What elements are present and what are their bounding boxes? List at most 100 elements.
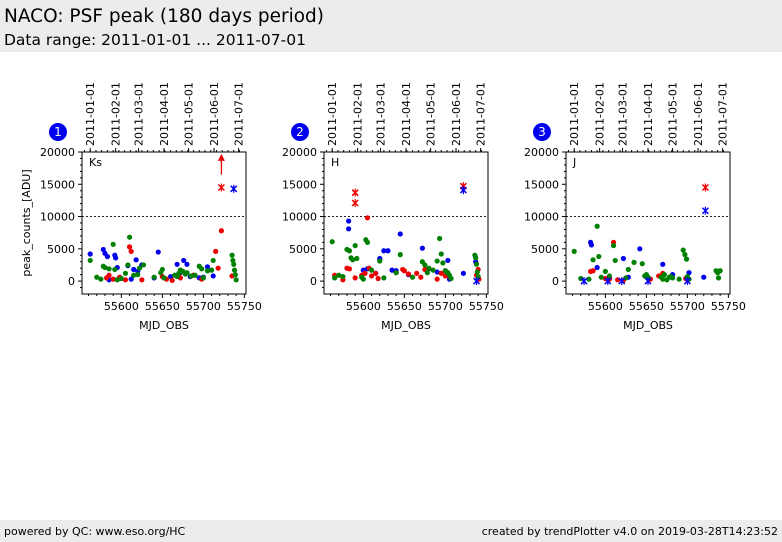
data-point-blue (620, 255, 627, 262)
top-date-label: 2011-02-01 (110, 82, 123, 146)
panel-number-badge (49, 123, 67, 141)
filter-label: Ks (89, 156, 102, 169)
data-point-red (362, 270, 368, 276)
data-point-green (397, 252, 403, 258)
outlier-marker-blue (701, 206, 709, 215)
data-point-green (199, 266, 205, 272)
data-point-green (136, 265, 142, 271)
outlier-marker-blue (618, 277, 626, 286)
x-axis-label: MJD_OBS (381, 319, 431, 332)
data-point-red (346, 266, 353, 272)
data-point-red (352, 275, 358, 281)
top-date-label: 2011-07-01 (233, 82, 246, 146)
data-point-green (118, 275, 124, 282)
y-tick-label: 5000 (47, 243, 75, 256)
data-point-green (350, 257, 356, 263)
y-axis-label: peak_counts_[ADU] (20, 169, 33, 276)
y-tick-label: 20000 (40, 146, 75, 159)
top-date-label: 2011-05-01 (425, 82, 438, 146)
y-tick-label: 10000 (40, 211, 75, 224)
data-point-red (401, 268, 407, 274)
data-point-green (590, 257, 596, 263)
top-date-label: 2011-03-01 (617, 82, 630, 146)
data-point-green (233, 277, 239, 283)
panel-number-text: 2 (296, 125, 304, 139)
top-date-label: 2011-04-01 (642, 82, 655, 146)
data-point-green (354, 255, 360, 262)
outlier-marker-blue (580, 277, 588, 286)
top-date-label: 2011-01-01 (84, 82, 97, 146)
data-point-blue (445, 257, 451, 264)
data-point-green (161, 275, 167, 281)
data-point-green (660, 276, 666, 282)
footer-powered-by: powered by QC: www.eso.org/HC (4, 525, 186, 538)
data-point-green (631, 259, 637, 265)
data-point-green (612, 257, 618, 264)
top-date-label: 2011-01-01 (568, 82, 581, 146)
top-date-label: 2011-04-01 (400, 82, 413, 146)
x-tick-label: 55700 (428, 300, 463, 313)
data-point-blue (131, 266, 137, 273)
data-point-green (210, 257, 216, 264)
data-point-green (661, 272, 668, 278)
chart-panel-3: 0 5000 10000 15000 20000 55600 55650 55700 55750… (524, 82, 746, 332)
data-point-green (231, 261, 237, 267)
data-point-green (424, 270, 430, 276)
x-tick-label: 55600 (346, 300, 381, 313)
data-point-green (430, 267, 436, 273)
top-date-label: 2011-05-01 (667, 82, 680, 146)
y-tick-label: 10000 (524, 211, 559, 224)
panel-number-badge (533, 123, 551, 141)
data-point-green (426, 265, 432, 271)
data-point-red (139, 277, 145, 283)
outlier-marker-blue (604, 277, 612, 286)
data-point-blue (381, 248, 387, 254)
data-point-green (474, 269, 480, 275)
data-point-green (676, 276, 682, 282)
data-point-red (438, 270, 444, 276)
data-point-green (680, 247, 686, 253)
data-point-blue (385, 248, 391, 254)
x-tick-label: 55650 (629, 300, 664, 313)
data-point-green (448, 275, 454, 282)
data-point-green (393, 270, 399, 276)
y-tick-label: 0 (310, 275, 317, 288)
data-point-red (375, 275, 381, 282)
page-footer: powered by QC: www.eso.org/HC created by… (0, 520, 782, 542)
panel-number-text: 3 (538, 125, 546, 139)
data-point-green (159, 266, 165, 273)
outlier-marker-red (217, 183, 225, 192)
data-range-subtitle: Data range: 2011-01-01 ... 2011-07-01 (4, 31, 306, 49)
data-point-red (169, 277, 175, 284)
outlier-marker-blue (230, 184, 238, 193)
data-point-green (596, 253, 602, 260)
x-tick-label: 55600 (104, 300, 139, 313)
data-point-green (329, 239, 335, 245)
outlier-marker-red (351, 198, 359, 207)
panel-number-badge (291, 123, 309, 141)
data-point-green (434, 258, 440, 264)
data-point-blue (460, 270, 466, 276)
data-point-red (128, 248, 134, 254)
data-point-green (135, 272, 141, 278)
top-date-label: 2011-06-01 (450, 82, 463, 146)
data-point-red (414, 270, 420, 276)
data-point-green (352, 242, 358, 249)
top-date-label: 2011-07-01 (475, 82, 488, 146)
data-point-green (409, 274, 416, 280)
data-point-red (213, 248, 219, 254)
data-point-blue (346, 218, 352, 224)
data-point-green (586, 276, 592, 282)
top-date-label: 2011-03-01 (133, 82, 146, 146)
off-scale-arrow-head (217, 153, 225, 161)
data-point-green (346, 248, 353, 254)
x-tick-label: 55600 (588, 300, 623, 313)
y-tick-label: 20000 (282, 146, 317, 159)
data-point-green (377, 258, 383, 264)
top-date-label: 2011-03-01 (375, 82, 388, 146)
data-point-green (125, 262, 131, 268)
outlier-marker-blue (683, 277, 691, 286)
top-date-label: 2011-06-01 (208, 82, 221, 146)
outlier-marker-blue (644, 277, 652, 286)
